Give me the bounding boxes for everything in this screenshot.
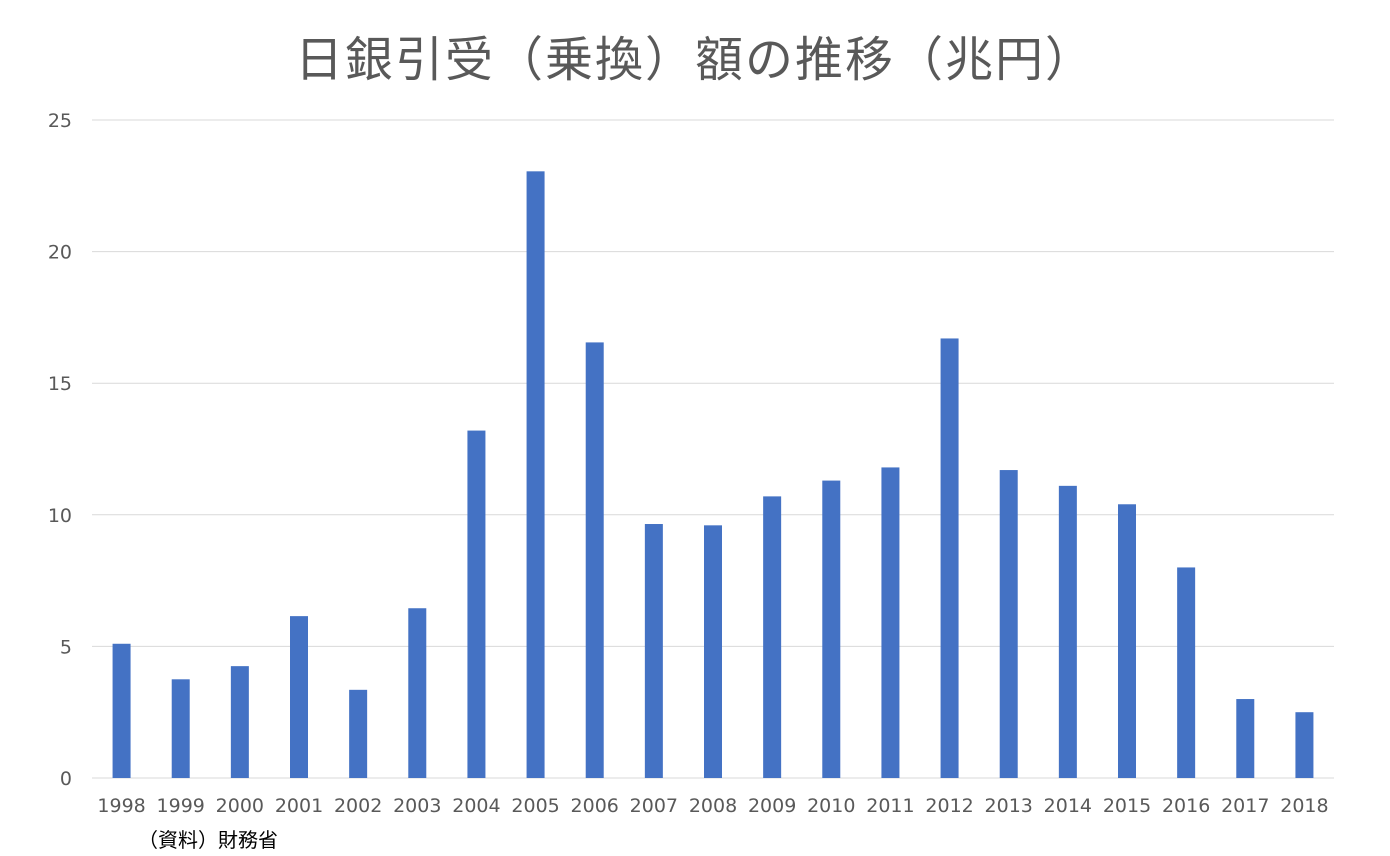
x-tick-label: 2002 <box>334 795 382 817</box>
x-tick-label: 2018 <box>1280 795 1328 817</box>
x-tick-label: 2015 <box>1103 795 1151 817</box>
bar-2002 <box>349 689 368 778</box>
chart-title: 日銀引受（乗換）額の推移（兆円） <box>294 32 1095 88</box>
x-axis-ticks: 1998 1999 2000 2001 2002 2003 2004 2005 2006 2007… <box>97 795 1328 817</box>
bar-1999 <box>171 679 190 778</box>
y-tick-label: 20 <box>48 242 72 264</box>
bar-series <box>112 171 1314 779</box>
x-tick-label: 2014 <box>1044 795 1092 817</box>
x-tick-label: 2005 <box>511 795 559 817</box>
bar-2011 <box>881 467 900 778</box>
x-tick-label: 2016 <box>1162 795 1210 817</box>
bar-2017 <box>1236 699 1255 778</box>
bar-2003 <box>408 608 427 778</box>
bar-2005 <box>526 171 545 779</box>
bar-2000 <box>230 666 249 778</box>
x-tick-label: 2003 <box>393 795 441 817</box>
x-tick-label: 2001 <box>275 795 323 817</box>
x-tick-label: 2004 <box>452 795 500 817</box>
x-tick-label: 2008 <box>689 795 737 817</box>
x-tick-label: 2017 <box>1221 795 1269 817</box>
x-tick-label: 2000 <box>216 795 264 817</box>
bar-2013 <box>999 470 1018 778</box>
x-tick-label: 2009 <box>748 795 796 817</box>
x-tick-label: 2006 <box>571 795 619 817</box>
y-tick-label: 10 <box>48 505 72 527</box>
bar-2010 <box>822 480 841 778</box>
bar-2015 <box>1118 504 1136 778</box>
y-tick-label: 0 <box>60 768 72 790</box>
bar-2012 <box>940 338 959 778</box>
bar-1998 <box>112 643 131 778</box>
x-tick-label: 1999 <box>157 795 205 817</box>
y-axis-ticks: 0 5 10 15 20 25 <box>48 110 72 790</box>
bar-2007 <box>644 524 663 778</box>
x-tick-label: 2010 <box>807 795 855 817</box>
y-tick-label: 25 <box>48 110 72 132</box>
bar-2018 <box>1295 712 1314 778</box>
x-tick-label: 2011 <box>866 795 914 817</box>
bar-2001 <box>290 616 308 778</box>
x-tick-label: 2013 <box>985 795 1033 817</box>
bar-2016 <box>1177 567 1196 778</box>
bar-2014 <box>1058 485 1077 778</box>
bar-2009 <box>763 496 782 778</box>
bar-2004 <box>467 430 486 778</box>
x-tick-label: 1998 <box>97 795 145 817</box>
x-tick-label: 2007 <box>630 795 678 817</box>
y-tick-label: 5 <box>60 636 72 658</box>
bar-2006 <box>585 342 604 778</box>
source-note: （資料）財務省 <box>138 828 278 852</box>
x-tick-label: 2012 <box>925 795 973 817</box>
y-tick-label: 15 <box>48 373 72 395</box>
bar-2008 <box>704 525 722 778</box>
